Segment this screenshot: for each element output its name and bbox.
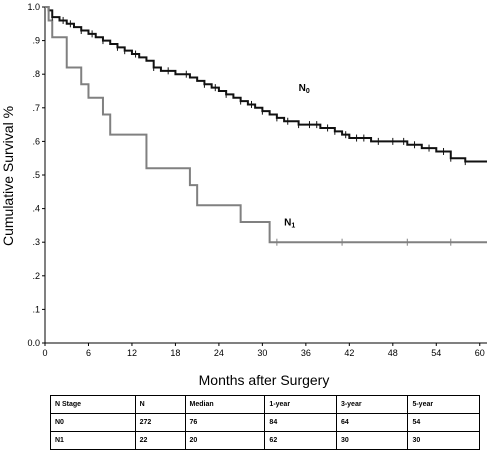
x-axis-label: Months after Surgery [199, 372, 330, 388]
series-label-n0: N0 [299, 83, 310, 95]
series-line-n1 [45, 6, 487, 244]
y-tick-label: .5 [32, 170, 40, 180]
table-cell: 22 [134, 431, 186, 450]
y-tick-label: .3 [32, 237, 40, 247]
y-axis-title: Cumulative Survival % [0, 106, 16, 246]
censor-marks [51, 13, 466, 246]
table-cell: 1-year [264, 395, 337, 414]
table-cell: 20 [184, 431, 266, 450]
y-tick-label: 1.0 [27, 2, 40, 12]
y-axis-label: Cumulative Survival % [0, 106, 16, 246]
table-cell: 5-year [407, 395, 480, 414]
y-tick-label: 0.0 [27, 338, 40, 348]
table-cell: 54 [407, 413, 480, 432]
series-labels: N0 N1 [284, 83, 310, 229]
table-cell: 64 [335, 413, 409, 432]
table-cell: N1 [50, 431, 136, 450]
y-tick-label: .2 [32, 271, 40, 281]
axes: 0 6 12 18 24 30 36 42 48 54 60 0.0 .1 .2 .3 .4 .5 .6 .7 .8.… [27, 2, 487, 358]
x-tick-label: 6 [86, 348, 91, 358]
table-cell: N Stage [50, 395, 136, 414]
summary-table: N Stage N Median 1-year 3-year 5-year N0 272 76 8… [50, 395, 480, 450]
table-cell: 30 [407, 431, 480, 450]
x-tick-label: 48 [388, 348, 398, 358]
table-cell: 3-year [335, 395, 409, 414]
x-tick-label: 12 [127, 348, 137, 358]
series-label-n1: N1 [284, 217, 295, 229]
x-tick-label: 42 [344, 348, 354, 358]
x-tick-label: 54 [431, 348, 441, 358]
y-tick-label: .4 [32, 204, 40, 214]
x-tick-label: 24 [214, 348, 224, 358]
table-cell: 84 [264, 413, 337, 432]
survival-chart: Cumulative Survival % Months after Surge… [0, 2, 487, 388]
y-tick-label: .6 [32, 136, 40, 146]
table-cell: N [134, 395, 186, 414]
series-line-n0 [45, 6, 487, 163]
table-header-row: N Stage N Median 1-year 3-year 5-year [50, 395, 480, 414]
series-lines [45, 6, 487, 244]
x-tick-label: 18 [170, 348, 180, 358]
y-tick-label: .7 [32, 103, 40, 113]
y-tick-label: .1 [32, 304, 40, 314]
x-tick-label: 60 [475, 348, 485, 358]
x-tick-label: 36 [301, 348, 311, 358]
x-tick-label: 30 [257, 348, 267, 358]
table-row: N1 22 20 62 30 30 [50, 431, 480, 450]
table-cell: N0 [50, 413, 136, 432]
table-cell: 30 [335, 431, 409, 450]
table-cell: 272 [134, 413, 186, 432]
table-cell: 62 [264, 431, 337, 450]
x-tick-label: 0 [42, 348, 47, 358]
table-cell: 76 [184, 413, 266, 432]
table-row: N0 272 76 84 64 54 [50, 413, 480, 432]
table-cell: Median [184, 395, 266, 414]
y-tick-label: .9 [32, 36, 40, 46]
y-tick-label: .8 [32, 69, 40, 79]
